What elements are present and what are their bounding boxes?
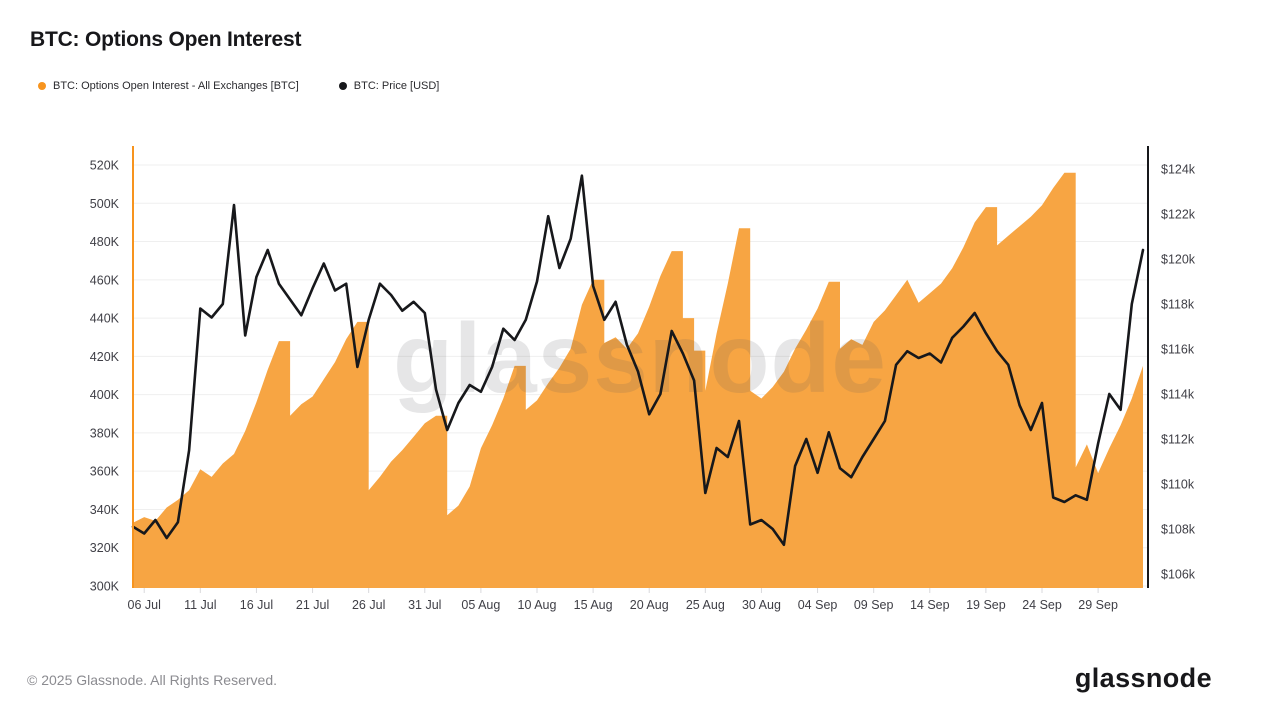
x-axis-tick-label: 09 Sep: [854, 598, 894, 612]
page-title: BTC: Options Open Interest: [30, 28, 302, 51]
right-axis-tick-label: $118k: [1161, 298, 1195, 312]
x-axis-tick-label: 21 Jul: [296, 598, 329, 612]
right-axis-tick-label: $122k: [1161, 208, 1196, 222]
left-axis-tick-label: 480K: [90, 235, 120, 249]
left-axis-tick-label: 420K: [90, 350, 120, 364]
left-axis-tick-label: 360K: [90, 465, 120, 479]
x-axis-tick-label: 11 Jul: [184, 598, 216, 612]
open-interest-dot-icon: [38, 82, 46, 90]
left-axis-tick-label: 440K: [90, 312, 120, 326]
open-interest-area-series[interactable]: [133, 172, 1143, 588]
left-axis-tick-label: 400K: [90, 388, 120, 402]
glassnode-watermark: glassnode: [393, 303, 887, 413]
right-axis-tick-label: $108k: [1161, 523, 1196, 537]
x-axis-tick-label: 05 Aug: [461, 598, 500, 612]
x-axis-tick-label: 31 Jul: [408, 598, 441, 612]
left-axis-tick-label: 300K: [90, 580, 120, 594]
copyright-text: © 2025 Glassnode. All Rights Reserved.: [27, 672, 278, 688]
x-axis-tick-label: 10 Aug: [518, 598, 557, 612]
legend-item-price[interactable]: BTC: Price [USD]: [338, 80, 440, 92]
chart-legend: BTC: Options Open Interest - All Exchang…: [38, 80, 439, 92]
right-axis-tick-label: $112k: [1161, 433, 1195, 447]
x-axis-tick-label: 16 Jul: [240, 598, 273, 612]
legend-item-open-interest[interactable]: BTC: Options Open Interest - All Exchang…: [38, 80, 299, 92]
chart-area[interactable]: glassnode 520K 500K 480K 460K 440K 420K 400K 380…: [0, 140, 1280, 620]
right-axis-tick-label: $120k: [1161, 253, 1196, 267]
legend-label-open-interest: BTC: Options Open Interest - All Exchang…: [53, 80, 299, 92]
left-axis-tick-label: 520K: [90, 159, 120, 173]
price-dot-icon: [338, 82, 347, 90]
x-axis-tick-label: 19 Sep: [966, 598, 1006, 612]
x-axis-tick-label: 15 Aug: [574, 598, 613, 612]
x-axis-tick-label: 29 Sep: [1078, 598, 1118, 612]
right-axis-tick-label: $114k: [1161, 388, 1195, 402]
x-axis-tick-label: 26 Jul: [352, 598, 385, 612]
left-axis-tick-label: 460K: [90, 273, 120, 287]
right-axis-tick-label: $116k: [1161, 343, 1195, 357]
price-line-series[interactable]: [131, 174, 1145, 547]
right-axis-tick-label: $110k: [1161, 478, 1195, 492]
glassnode-logo: glassnode: [1074, 663, 1212, 693]
left-axis-tick-label: 340K: [90, 503, 120, 517]
left-axis-tick-label: 320K: [90, 541, 120, 555]
right-axis-tick-label: $106k: [1161, 568, 1196, 582]
right-axis-tick-label: $124k: [1161, 163, 1196, 177]
x-axis-tick-label: 20 Aug: [630, 598, 669, 612]
x-axis-tick-label: 14 Sep: [910, 598, 950, 612]
x-axis-tick-label: 24 Sep: [1022, 598, 1062, 612]
x-axis-tick-label: 06 Jul: [128, 598, 161, 612]
chart-canvas[interactable]: glassnode 520K 500K 480K 460K 440K 420K 400K 380…: [0, 140, 1280, 620]
x-axis-tick-label: 30 Aug: [742, 598, 781, 612]
left-axis-tick-label: 500K: [90, 197, 120, 211]
x-axis-tick-label: 25 Aug: [686, 598, 725, 612]
x-axis-tick-label: 04 Sep: [798, 598, 838, 612]
left-axis-tick-label: 380K: [90, 426, 120, 440]
legend-label-price: BTC: Price [USD]: [353, 80, 440, 92]
